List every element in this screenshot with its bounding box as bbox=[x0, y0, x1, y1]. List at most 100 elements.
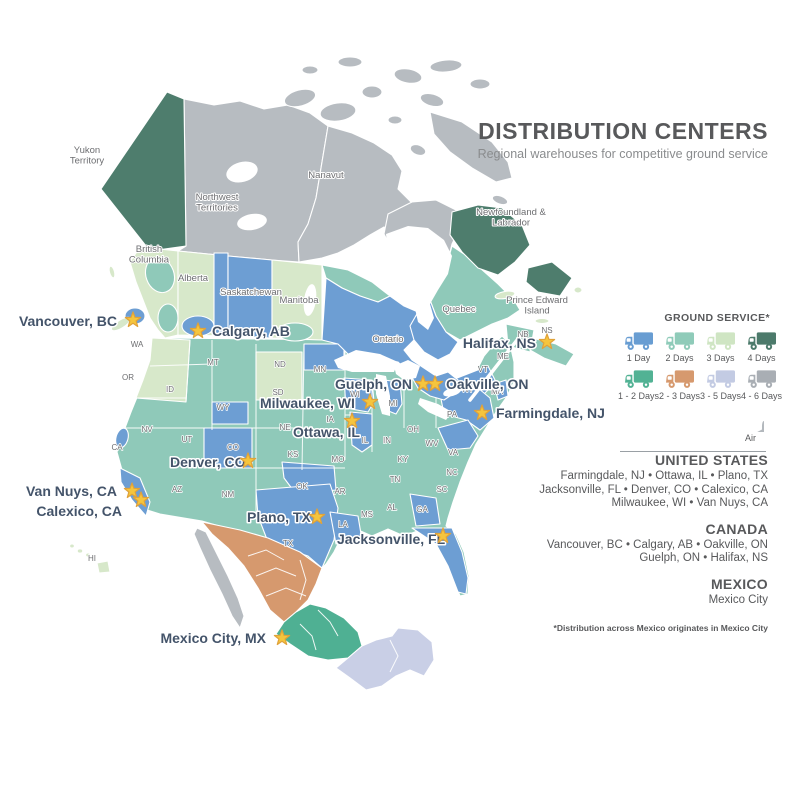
state-label-nc: NC bbox=[446, 468, 458, 477]
ca-nova-scotia bbox=[529, 337, 575, 367]
province-label-quebec: Quebec bbox=[442, 304, 476, 315]
mx-south-3-5days bbox=[335, 627, 435, 691]
state-label-nm: NM bbox=[222, 490, 235, 499]
legend-grid: 1 Day 2 Days 3 Days 4 Days 1 - 2 Days 2 - 3 D… bbox=[618, 331, 784, 401]
city-label-guelph-on: Guelph, ON bbox=[335, 376, 412, 392]
mexico-footnote: *Distribution across Mexico originates i… bbox=[553, 623, 768, 633]
province-label-yukon-territory: Yukon Territory bbox=[70, 145, 105, 167]
state-label-ia: IA bbox=[326, 415, 334, 424]
arctic-islands bbox=[283, 56, 513, 206]
legend-item-label: 4 Days bbox=[747, 353, 776, 363]
state-label-ms: MS bbox=[361, 510, 373, 519]
mexico-location-line: Mexico City bbox=[708, 593, 768, 606]
state-label-ut: UT bbox=[182, 435, 193, 444]
state-label-ok: OK bbox=[296, 482, 308, 491]
us-location-line: Farmingdale, NJ • Ottawa, IL • Plano, TX bbox=[560, 470, 768, 482]
canada-location-line: Vancouver, BC • Calgary, AB • Oakville, … bbox=[546, 538, 768, 551]
us-florida bbox=[411, 527, 469, 595]
truck-icon bbox=[747, 369, 777, 390]
state-label-vt: VT bbox=[478, 365, 488, 374]
state-label-pa: PA bbox=[447, 410, 458, 419]
ca-labrador bbox=[449, 204, 531, 276]
legend-item-3-5-days: 3 - 5 Days bbox=[700, 369, 741, 401]
province-label-nanavut: Nanavut bbox=[308, 170, 344, 181]
state-label-tx: TX bbox=[283, 539, 294, 548]
legend-heading: GROUND SERVICE* bbox=[664, 312, 770, 324]
legend-item-1-day: 1 Day bbox=[618, 331, 659, 363]
state-label-or: OR bbox=[122, 373, 134, 382]
state-label-nv: NV bbox=[141, 425, 153, 434]
legend-item-label: 3 Days bbox=[706, 353, 735, 363]
state-label-tn: TN bbox=[390, 475, 401, 484]
city-label-jacksonville-fl: Jacksonville, FL bbox=[337, 531, 446, 547]
state-label-va: VA bbox=[448, 448, 459, 457]
state-label-id: ID bbox=[166, 385, 174, 394]
province-label-saskatchewan: Saskatchewan bbox=[220, 287, 282, 298]
ca-yukon bbox=[100, 91, 187, 252]
st-lawrence-river bbox=[468, 332, 524, 402]
state-label-ar: AR bbox=[334, 487, 345, 496]
hawaii-islands bbox=[69, 543, 111, 574]
legend-item-2-days: 2 Days bbox=[659, 331, 700, 363]
us-pnw-3day bbox=[135, 337, 191, 403]
legend-item-label: 1 - 2 Days bbox=[618, 391, 660, 401]
page-title: DISTRIBUTION CENTERS bbox=[478, 118, 768, 144]
legend-separator bbox=[620, 451, 766, 452]
canada-heading: CANADA bbox=[705, 520, 768, 537]
truck-icon bbox=[624, 369, 654, 390]
legend-item-label: 3 - 5 Days bbox=[700, 391, 742, 401]
us-dakotas-3day bbox=[255, 351, 303, 401]
nf-green-bit bbox=[573, 286, 583, 294]
lake-erie bbox=[418, 398, 452, 420]
truck-icon bbox=[624, 331, 654, 352]
state-label-mt: MT bbox=[207, 358, 219, 367]
airplane-icon bbox=[737, 405, 764, 432]
us-newengland-patch bbox=[493, 379, 509, 401]
mexico-heading: MEXICO bbox=[710, 575, 768, 592]
mx-state-borders bbox=[247, 549, 399, 673]
lake-superior bbox=[334, 350, 398, 372]
anticosti-island bbox=[494, 290, 516, 300]
state-label-mi: MI bbox=[389, 399, 398, 408]
us-georgia bbox=[409, 493, 441, 527]
us-va-md bbox=[437, 419, 479, 451]
lake-michigan bbox=[376, 374, 390, 416]
state-label-ks: KS bbox=[288, 450, 299, 459]
city-label-mexico-city-mx: Mexico City, MX bbox=[160, 630, 266, 646]
state-label-wv: WV bbox=[426, 439, 440, 448]
ca-pei bbox=[534, 317, 550, 325]
great-bear-lake bbox=[226, 161, 258, 183]
state-label-ma: MA bbox=[491, 387, 504, 396]
city-label-van-nuys-ca: Van Nuys, CA bbox=[26, 483, 117, 499]
region-mexico bbox=[193, 521, 435, 691]
truck-icon bbox=[665, 369, 695, 390]
locations-panel: UNITED STATES Farmingdale, NJ • Ottawa, … bbox=[518, 452, 768, 633]
province-label-alberta: Alberta bbox=[178, 273, 209, 284]
city-label-denver-co: Denver, CO bbox=[170, 454, 246, 470]
bc-teal-patch-1 bbox=[144, 256, 176, 294]
province-label-ontario: Ontario bbox=[372, 334, 403, 345]
great-slave-lake bbox=[237, 213, 267, 231]
mb-south-patch bbox=[276, 322, 314, 342]
lake-ontario bbox=[443, 387, 461, 397]
province-label-northwest-territories: Northwest Territories bbox=[196, 192, 239, 214]
truck-icon bbox=[747, 331, 777, 352]
state-label-ns: NS bbox=[541, 326, 552, 335]
state-label-ga: GA bbox=[416, 505, 428, 514]
city-label-calgary-ab: Calgary, AB bbox=[212, 323, 290, 339]
state-label-mo: MO bbox=[332, 455, 345, 464]
legend-air: Air bbox=[730, 405, 771, 443]
city-label-ottawa-il: Ottawa, IL bbox=[293, 424, 360, 440]
state-label-me: ME bbox=[497, 352, 509, 361]
province-label-british-columbia: British Columbia bbox=[129, 244, 170, 266]
air-label: Air bbox=[745, 433, 756, 443]
state-label-ca: CA bbox=[111, 443, 123, 452]
legend-item-label: 1 Day bbox=[626, 353, 651, 363]
state-label-wa: WA bbox=[131, 340, 144, 349]
province-label-newfoundland-labrador: Newfoundland & Labrador bbox=[476, 207, 546, 229]
truck-icon bbox=[706, 331, 736, 352]
lake-huron bbox=[394, 360, 420, 380]
state-label-in: IN bbox=[383, 436, 391, 445]
